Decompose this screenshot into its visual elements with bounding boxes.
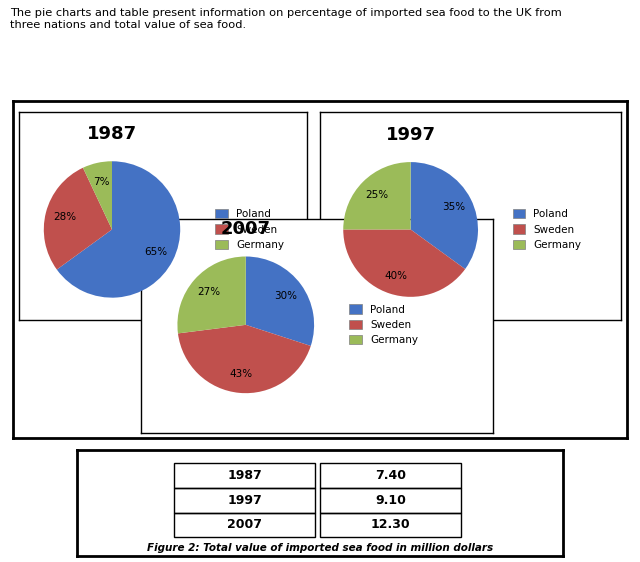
- Text: 1997: 1997: [227, 494, 262, 507]
- Wedge shape: [177, 256, 246, 333]
- Legend: Poland, Sweden, Germany: Poland, Sweden, Germany: [211, 205, 288, 254]
- Title: 1997: 1997: [386, 126, 436, 144]
- Text: Figure 1: Imported sea food to the UK: Figure 1: Imported sea food to the UK: [209, 418, 431, 428]
- Bar: [174, 513, 315, 537]
- Wedge shape: [246, 256, 314, 346]
- Wedge shape: [83, 161, 112, 229]
- Text: 27%: 27%: [197, 287, 220, 297]
- Title: 2007: 2007: [221, 220, 271, 238]
- Text: 9.10: 9.10: [375, 494, 406, 507]
- Text: 7.40: 7.40: [375, 469, 406, 482]
- Bar: [320, 464, 461, 488]
- Bar: [320, 513, 461, 537]
- Wedge shape: [178, 325, 311, 393]
- Bar: [320, 488, 461, 513]
- Bar: [174, 464, 315, 488]
- Text: 12.30: 12.30: [371, 518, 410, 532]
- Wedge shape: [44, 167, 112, 270]
- Text: 25%: 25%: [365, 190, 388, 200]
- Text: 2007: 2007: [227, 518, 262, 532]
- Wedge shape: [57, 161, 180, 298]
- Text: 40%: 40%: [384, 271, 407, 280]
- Text: 43%: 43%: [230, 369, 253, 379]
- Wedge shape: [343, 229, 465, 297]
- Legend: Poland, Sweden, Germany: Poland, Sweden, Germany: [508, 205, 586, 254]
- Text: 1987: 1987: [227, 469, 262, 482]
- Title: 1987: 1987: [87, 125, 137, 143]
- Text: 65%: 65%: [144, 247, 167, 257]
- Wedge shape: [411, 162, 478, 269]
- Text: 35%: 35%: [442, 202, 465, 212]
- Text: 30%: 30%: [274, 291, 297, 301]
- Wedge shape: [343, 162, 411, 229]
- Text: 28%: 28%: [53, 212, 76, 222]
- Legend: Poland, Sweden, Germany: Poland, Sweden, Germany: [345, 300, 422, 350]
- Bar: [174, 488, 315, 513]
- Text: 7%: 7%: [93, 176, 109, 187]
- Text: The pie charts and table present information on percentage of imported sea food : The pie charts and table present informa…: [10, 8, 561, 30]
- Text: Figure 2: Total value of imported sea food in million dollars: Figure 2: Total value of imported sea fo…: [147, 543, 493, 553]
